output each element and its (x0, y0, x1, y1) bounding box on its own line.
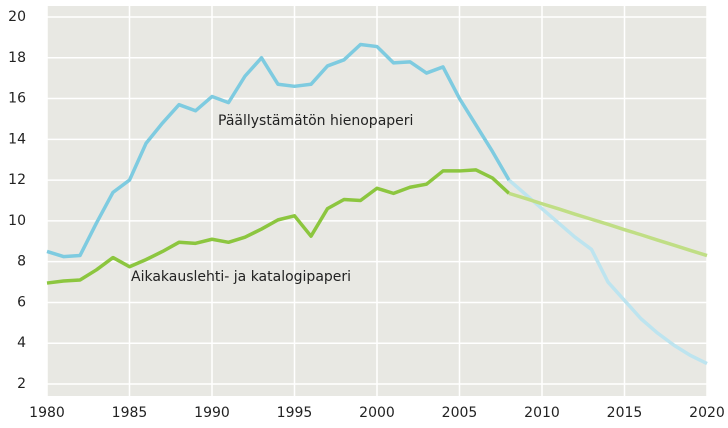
x-tick-label: 2005 (442, 405, 478, 421)
x-tick-label: 1995 (277, 405, 313, 421)
y-tick-label: 8 (17, 254, 26, 270)
x-tick-label: 2010 (524, 405, 560, 421)
y-tick-label: 16 (8, 91, 26, 107)
x-tick-label: 1985 (112, 405, 148, 421)
y-tick-label: 12 (8, 172, 26, 188)
y-tick-label: 18 (8, 50, 26, 66)
x-tick-label: 2000 (359, 405, 395, 421)
series-label: Päällystämätön hienopaperi (218, 113, 413, 129)
x-tick-label: 2015 (607, 405, 643, 421)
x-tick-label: 2020 (689, 405, 725, 421)
y-tick-label: 6 (17, 294, 26, 310)
x-tick-label: 1980 (29, 405, 65, 421)
x-tick-label: 1990 (194, 405, 230, 421)
y-tick-label: 10 (8, 213, 26, 229)
y-tick-label: 2 (17, 376, 26, 392)
y-tick-label: 20 (8, 9, 26, 25)
data-line (46, 42, 511, 259)
y-tick-label: 4 (17, 335, 26, 351)
data-line (508, 191, 708, 258)
series-label: Aikakauslehti- ja katalogipaperi (131, 269, 351, 285)
data-line (46, 168, 511, 285)
y-tick-label: 14 (8, 131, 26, 147)
data-line (507, 178, 708, 366)
